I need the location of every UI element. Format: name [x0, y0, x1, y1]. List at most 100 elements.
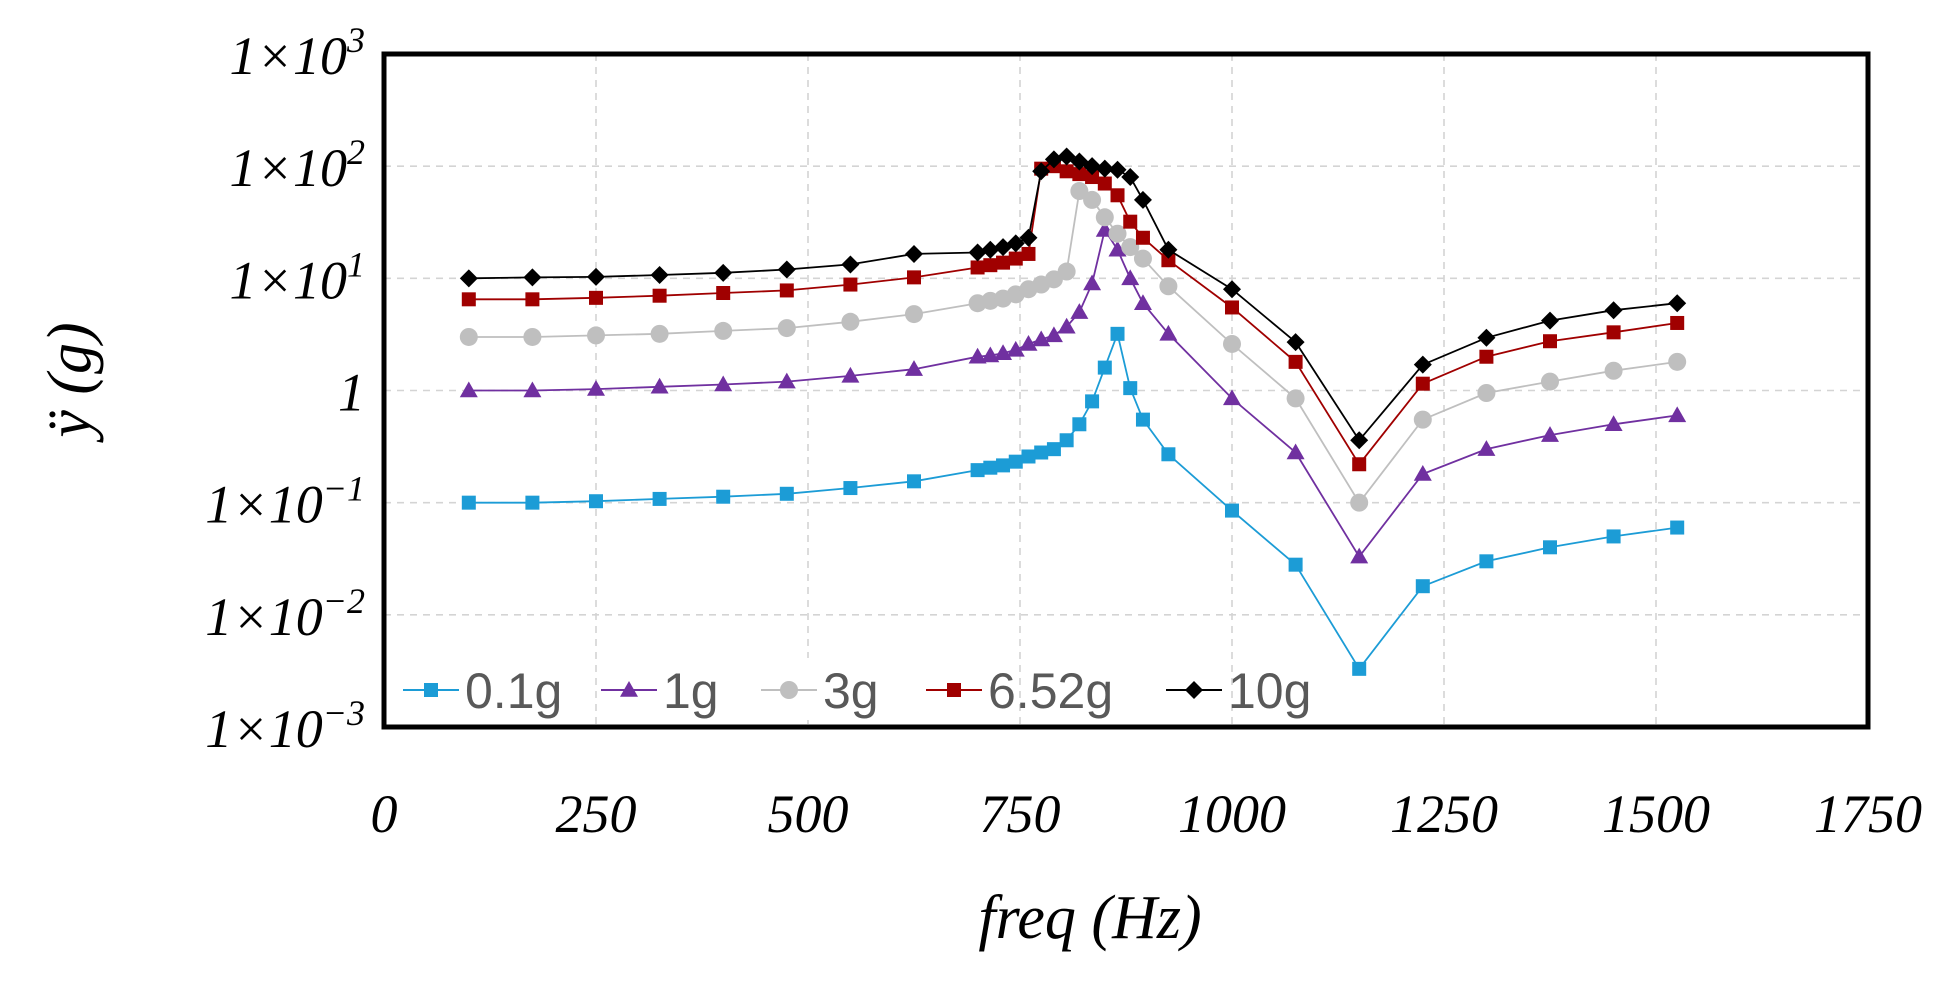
data-point: [1044, 150, 1063, 169]
data-point: [1350, 547, 1369, 564]
series-line: [468, 155, 1678, 442]
series-layer: [459, 147, 1687, 676]
data-point: [650, 266, 669, 285]
data-point: [779, 283, 794, 298]
data-point: [525, 292, 540, 307]
data-point: [996, 458, 1011, 473]
data-point: [1288, 557, 1303, 572]
data-point: [1604, 415, 1623, 432]
data-point: [1161, 253, 1176, 268]
data-point: [996, 255, 1011, 270]
data-point: [841, 366, 860, 383]
data-point: [589, 494, 603, 509]
data-point: [970, 260, 985, 275]
data-point: [1083, 274, 1102, 291]
data-point: [1159, 277, 1178, 296]
data-point: [589, 290, 603, 305]
data-point: [1110, 326, 1125, 341]
data-point: [1059, 164, 1074, 179]
data-point: [1541, 311, 1559, 330]
data-point: [1059, 433, 1074, 448]
legend: 0.1g 1g 3g 6.52g 10g: [399, 658, 1311, 720]
data-point: [1668, 406, 1687, 423]
data-point: [620, 681, 638, 697]
series-line: [468, 330, 1678, 671]
data-point: [1286, 333, 1305, 352]
x-tick-label: 0: [371, 784, 398, 844]
data-point: [1008, 454, 1023, 469]
data-point: [1072, 417, 1087, 432]
data-point: [841, 312, 860, 331]
data-point: [1070, 303, 1089, 319]
data-point: [1477, 440, 1496, 456]
data-point: [1350, 493, 1369, 512]
series-6.52g: [461, 159, 1685, 472]
data-point: [1413, 355, 1432, 374]
data-point: [587, 380, 605, 396]
data-point: [1108, 160, 1127, 179]
data-point: [1108, 240, 1127, 257]
data-point: [1223, 389, 1241, 406]
data-point: [843, 481, 858, 496]
data-point: [777, 372, 796, 389]
data-point: [1121, 168, 1140, 187]
data-point: [1083, 190, 1102, 209]
data-point: [587, 267, 605, 286]
data-point: [1108, 224, 1127, 243]
data-point: [968, 243, 987, 262]
data-point: [1046, 442, 1061, 457]
legend-item: 6.52g: [922, 658, 1113, 720]
data-point: [970, 463, 985, 478]
data-point: [1110, 188, 1125, 203]
data-point: [1133, 294, 1152, 310]
x-tick-label: 250: [556, 784, 637, 844]
data-point: [523, 381, 542, 398]
data-point: [1135, 230, 1150, 245]
data-point: [1604, 301, 1623, 320]
y-tick-label: 1×103: [230, 20, 365, 86]
data-point: [587, 326, 605, 345]
data-point: [650, 377, 669, 394]
plot-frame: [381, 51, 1871, 730]
data-point: [1133, 190, 1152, 209]
data-point: [1121, 238, 1140, 257]
data-point: [983, 258, 998, 273]
data-point: [424, 683, 438, 697]
data-point: [525, 495, 540, 510]
data-point: [947, 683, 961, 697]
data-point: [461, 292, 476, 307]
data-point: [1352, 661, 1367, 676]
data-point: [1670, 315, 1685, 330]
data-point: [1413, 410, 1432, 429]
data-point: [1021, 449, 1036, 464]
x-axis-title: freq (Hz): [978, 884, 1201, 952]
data-point: [1083, 157, 1102, 176]
series-3g: [459, 182, 1687, 512]
x-tick-label: 1500: [1602, 784, 1710, 844]
data-point: [1286, 389, 1305, 408]
data-point: [1032, 162, 1051, 181]
data-point: [1606, 529, 1621, 544]
data-point: [1123, 214, 1138, 229]
legend-label: 1g: [663, 663, 719, 719]
y-axis-title: ÿ (g): [36, 322, 104, 443]
data-point: [1668, 294, 1687, 313]
data-point: [1415, 579, 1430, 594]
legend-label: 0.1g: [465, 663, 562, 719]
data-point: [1543, 334, 1557, 349]
data-point: [1044, 326, 1063, 343]
data-point: [652, 288, 667, 303]
data-point: [1477, 328, 1496, 347]
data-point: [1159, 240, 1178, 259]
legend-label: 6.52g: [988, 663, 1113, 719]
data-point: [843, 277, 858, 292]
data-point: [459, 327, 478, 346]
data-point: [1477, 383, 1496, 402]
data-point: [1668, 352, 1687, 371]
data-point: [841, 255, 860, 274]
y-tick-label: 1: [338, 363, 365, 423]
data-point: [1223, 280, 1241, 299]
legend-label: 10g: [1228, 663, 1311, 719]
data-point: [983, 460, 998, 475]
